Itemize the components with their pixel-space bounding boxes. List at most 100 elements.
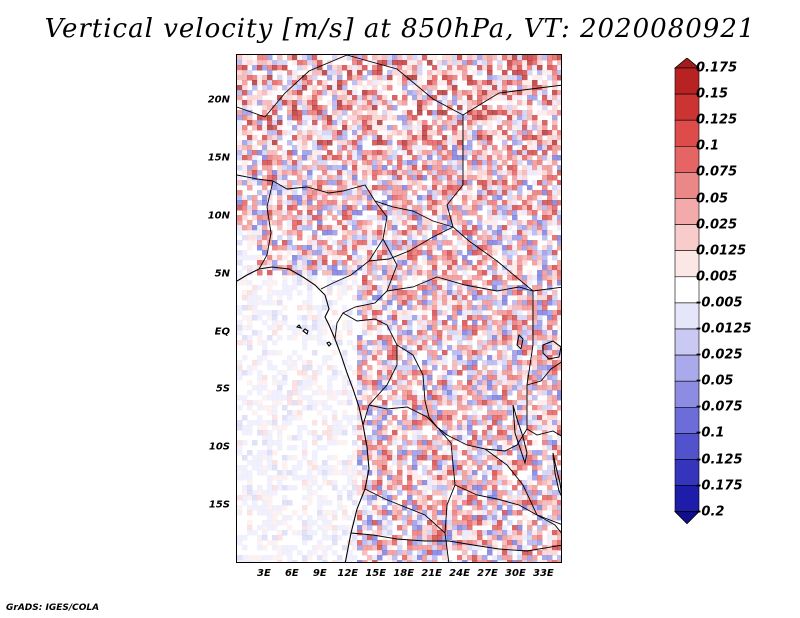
field-cell (332, 195, 338, 201)
field-cell (557, 555, 561, 561)
field-cell (477, 345, 483, 351)
field-cell (372, 540, 378, 546)
field-cell (407, 425, 413, 431)
field-cell (427, 300, 433, 306)
field-cell (282, 255, 288, 261)
field-cell (557, 380, 561, 386)
field-cell (427, 495, 433, 501)
field-cell (492, 455, 498, 461)
field-cell (482, 460, 488, 466)
field-cell (552, 370, 558, 376)
field-cell (342, 250, 348, 256)
field-cell (522, 495, 528, 501)
field-cell (487, 410, 493, 416)
field-cell (437, 245, 443, 251)
field-cell (547, 250, 553, 256)
field-cell (447, 240, 453, 246)
field-cell (542, 165, 548, 171)
field-cell (422, 375, 428, 381)
field-cell (412, 140, 418, 146)
field-cell (352, 115, 358, 121)
field-cell (472, 205, 478, 211)
field-cell (507, 165, 513, 171)
field-cell (417, 340, 423, 346)
field-cell (402, 425, 408, 431)
field-cell (552, 145, 558, 151)
field-cell (442, 370, 448, 376)
field-cell (557, 190, 561, 196)
field-cell (422, 385, 428, 391)
field-cell (507, 385, 513, 391)
field-cell (257, 405, 263, 411)
field-cell (542, 70, 548, 76)
field-cell (267, 240, 273, 246)
field-cell (277, 190, 283, 196)
field-cell (432, 330, 438, 336)
field-cell (377, 510, 383, 516)
field-cell (472, 130, 478, 136)
field-cell (532, 505, 538, 511)
field-cell (402, 315, 408, 321)
field-cell (237, 95, 243, 101)
field-cell (517, 290, 523, 296)
field-cell (442, 170, 448, 176)
field-cell (402, 185, 408, 191)
field-cell (432, 410, 438, 416)
field-cell (287, 525, 293, 531)
field-cell (452, 255, 458, 261)
field-cell (267, 125, 273, 131)
field-cell (352, 175, 358, 181)
field-cell (252, 225, 258, 231)
field-cell (387, 415, 393, 421)
field-cell (292, 95, 298, 101)
field-cell (527, 80, 533, 86)
field-cell (262, 225, 268, 231)
field-cell (402, 240, 408, 246)
field-cell (312, 85, 318, 91)
field-cell (437, 165, 443, 171)
field-cell (557, 265, 561, 271)
field-cell (432, 400, 438, 406)
field-cell (432, 190, 438, 196)
field-cell (417, 90, 423, 96)
field-cell (517, 140, 523, 146)
field-cell (282, 60, 288, 66)
field-cell (327, 365, 333, 371)
field-cell (442, 385, 448, 391)
field-cell (482, 120, 488, 126)
field-cell (312, 275, 318, 281)
field-cell (282, 505, 288, 511)
field-cell (337, 70, 343, 76)
field-cell (427, 535, 433, 541)
field-cell (527, 105, 533, 111)
field-cell (442, 70, 448, 76)
field-cell (332, 485, 338, 491)
field-cell (282, 175, 288, 181)
field-cell (357, 485, 363, 491)
field-cell (467, 465, 473, 471)
field-cell (507, 325, 513, 331)
field-cell (377, 90, 383, 96)
field-cell (322, 535, 328, 541)
field-cell (347, 560, 353, 562)
field-cell (287, 210, 293, 216)
field-cell (437, 175, 443, 181)
field-cell (427, 360, 433, 366)
field-cell (267, 435, 273, 441)
field-cell (242, 290, 248, 296)
field-cell (482, 185, 488, 191)
field-cell (477, 305, 483, 311)
field-cell (527, 150, 533, 156)
field-cell (412, 490, 418, 496)
field-cell (397, 180, 403, 186)
field-cell (352, 180, 358, 186)
field-cell (317, 140, 323, 146)
field-cell (267, 70, 273, 76)
field-cell (392, 475, 398, 481)
field-cell (372, 185, 378, 191)
field-cell (342, 215, 348, 221)
field-cell (542, 390, 548, 396)
field-cell (392, 115, 398, 121)
field-cell (402, 550, 408, 556)
field-cell (257, 80, 263, 86)
